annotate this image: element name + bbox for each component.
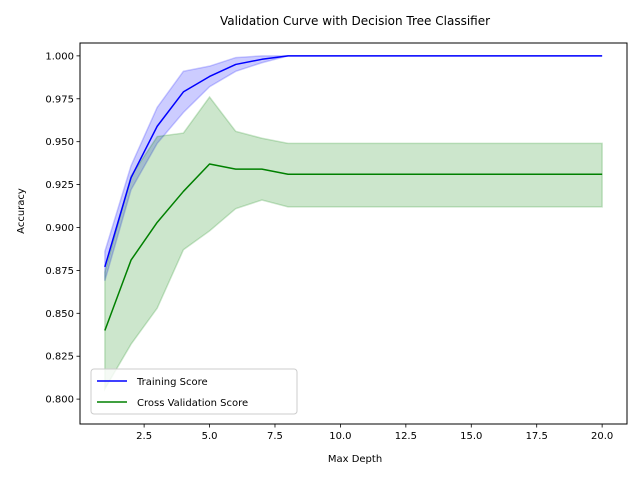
legend: Training Score Cross Validation Score — [90, 368, 298, 415]
y-tick-label: 0.825 — [45, 352, 74, 363]
y-tick-label: 1.000 — [45, 51, 74, 62]
series-lines — [104, 55, 603, 331]
y-tick-label: 0.925 — [45, 180, 74, 191]
plot-frame — [79, 42, 628, 425]
y-axis-label: Accuracy — [16, 188, 27, 234]
y-tick-label: 0.850 — [45, 309, 74, 320]
x-tick-label: 12.5 — [395, 431, 417, 442]
x-tick-label: 20.0 — [591, 431, 613, 442]
training-score-line — [104, 55, 603, 268]
x-tick-label: 7.5 — [267, 431, 283, 442]
y-tick-label: 0.900 — [45, 223, 74, 234]
chart-title: Validation Curve with Decision Tree Clas… — [220, 14, 490, 28]
x-tick-label: 17.5 — [526, 431, 548, 442]
y-tick-label: 0.875 — [45, 266, 74, 277]
y-tick-label: 0.800 — [45, 395, 74, 406]
x-tick-label: 5.0 — [202, 431, 218, 442]
y-tick-label: 0.975 — [45, 94, 74, 105]
cross-validation-score-band — [104, 95, 603, 392]
cross-validation-score-line — [104, 163, 603, 331]
x-axis-label: Max Depth — [328, 454, 382, 465]
x-tick-label: 15.0 — [460, 431, 482, 442]
y-tick-label: 0.950 — [45, 137, 74, 148]
legend-box — [90, 368, 298, 415]
x-tick-label: 2.5 — [136, 431, 152, 442]
x-axis-ticks: 2.5 5.0 7.5 10.0 12.5 15.0 17.5 20.0 — [136, 424, 613, 442]
y-axis-ticks: 0.800 0.825 0.850 0.875 0.900 0.925 0.950 0.975… — [45, 51, 80, 406]
legend-label-cross-validation-score: Cross Validation Score — [137, 398, 248, 409]
legend-label-training-score: Training Score — [136, 377, 208, 388]
x-tick-label: 10.0 — [329, 431, 351, 442]
